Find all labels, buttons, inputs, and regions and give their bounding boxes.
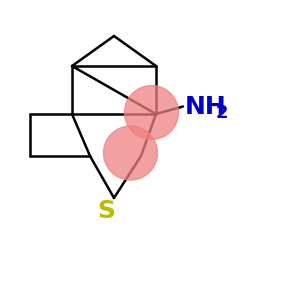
Circle shape	[103, 126, 158, 180]
Circle shape	[124, 85, 178, 140]
Text: S: S	[98, 200, 116, 224]
Text: NH: NH	[184, 94, 226, 118]
Text: 2: 2	[216, 104, 229, 122]
